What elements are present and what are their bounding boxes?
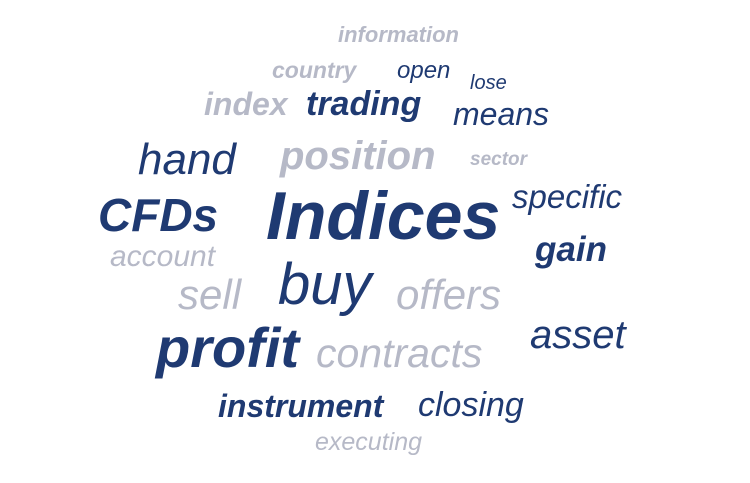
word-information: information <box>338 22 459 47</box>
word-offers: offers <box>396 271 502 318</box>
word-position: position <box>280 134 436 178</box>
word-instrument: instrument <box>218 388 384 424</box>
word-gain: gain <box>535 230 607 269</box>
word-account: account <box>110 240 216 273</box>
word-trading: trading <box>306 85 422 123</box>
word-indices: Indices <box>266 178 501 254</box>
word-cfds: CFDs <box>98 189 219 241</box>
word-open: open <box>397 57 451 84</box>
word-hand: hand <box>138 135 236 184</box>
word-specific: specific <box>512 178 623 215</box>
word-executing: executing <box>315 428 423 456</box>
word-profit: profit <box>156 316 300 379</box>
word-sector: sector <box>470 149 528 170</box>
word-means: means <box>453 96 550 132</box>
word-sell: sell <box>178 271 242 318</box>
word-lose: lose <box>470 72 507 94</box>
word-country: country <box>272 57 357 83</box>
word-closing: closing <box>418 386 524 424</box>
word-contracts: contracts <box>316 330 483 376</box>
word-index: index <box>204 86 288 122</box>
word-buy: buy <box>278 252 372 317</box>
word-asset: asset <box>530 313 626 357</box>
